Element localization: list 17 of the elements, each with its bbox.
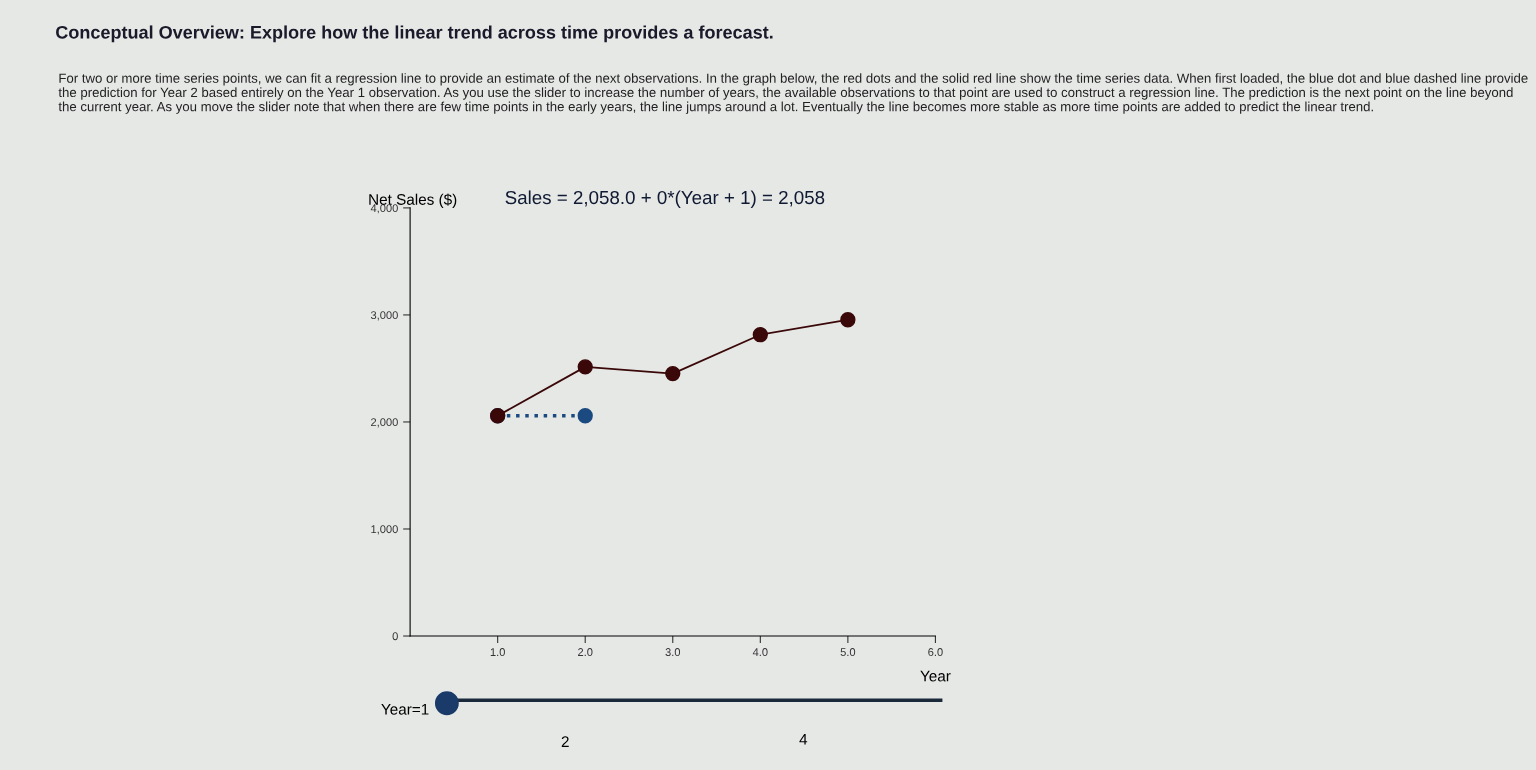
- x-axis-title: Year: [920, 670, 951, 682]
- y-tick-label: 1,000: [371, 525, 398, 535]
- text: 2: [561, 736, 569, 747]
- x-tick-label: 1.0: [490, 648, 505, 656]
- x-tick-label: 5.0: [840, 648, 856, 656]
- text: Sales = 2,058.0 + 0*(Year + 1) = 2,058: [505, 190, 825, 208]
- x-tick-label: 4.0: [752, 648, 768, 656]
- x-tick-label: 2.0: [578, 648, 593, 656]
- chart-subtitle: For two or more time series points, we can fit a regression line to provide an estimate of the next observations. In the graph below, the red dots and the solid red line show the time series data. When first loaded, the blue dot and blue dashed line provide the prediction for Year 2 based entirely on the Year 1 observation. As you use the slider to increase the number of years, the available observations to that point are used to construct a regression line. The prediction is the next point on the line beyond the current year. As you move the slider note that when there are few time points in the early years, the line jumps around a lot. Eventually the line becomes more stable as more time points are added to predict the linear trend.: [58, 73, 1528, 114]
- text: 4: [799, 734, 808, 745]
- text: Year=1: [381, 704, 429, 715]
- y-tick-label: 3,000: [370, 311, 398, 321]
- x-tick-label: 6.0: [928, 648, 943, 656]
- chart-title: Conceptual Overview: Explore how the linear trend across time provides a forecast.: [56, 25, 773, 43]
- x-tick-label: 3.0: [665, 648, 681, 656]
- y-tick-label: 0: [392, 632, 398, 641]
- y-tick-label: 2,000: [371, 418, 398, 428]
